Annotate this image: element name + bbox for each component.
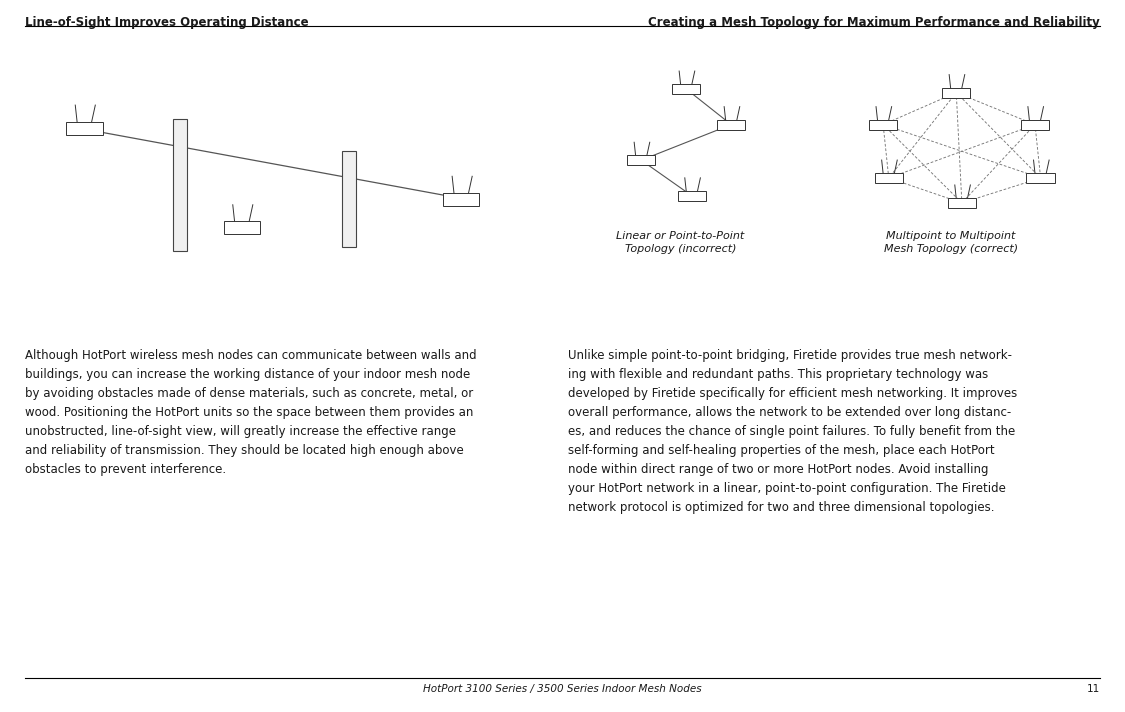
Bar: [942, 88, 971, 98]
Bar: [947, 198, 976, 208]
Bar: [443, 193, 479, 206]
Bar: [627, 155, 656, 165]
Bar: [342, 151, 356, 248]
Text: Creating a Mesh Topology for Maximum Performance and Reliability: Creating a Mesh Topology for Maximum Per…: [648, 16, 1100, 28]
Bar: [672, 84, 701, 94]
Text: Linear or Point-to-Point
Topology (incorrect): Linear or Point-to-Point Topology (incor…: [616, 231, 745, 254]
Bar: [1020, 120, 1050, 130]
Text: Although HotPort wireless mesh nodes can communicate between walls and
buildings: Although HotPort wireless mesh nodes can…: [25, 349, 476, 476]
Bar: [874, 173, 903, 183]
Text: HotPort 3100 Series / 3500 Series Indoor Mesh Nodes: HotPort 3100 Series / 3500 Series Indoor…: [423, 684, 702, 693]
Text: Unlike simple point-to-point bridging, Firetide provides true mesh network-
ing : Unlike simple point-to-point bridging, F…: [568, 349, 1017, 514]
Bar: [224, 221, 260, 234]
Bar: [66, 122, 102, 135]
Bar: [677, 191, 706, 201]
Bar: [1026, 173, 1055, 183]
Text: Multipoint to Multipoint
Mesh Topology (correct): Multipoint to Multipoint Mesh Topology (…: [883, 231, 1018, 254]
Bar: [868, 120, 898, 130]
Bar: [173, 119, 187, 251]
Bar: [717, 120, 746, 130]
Text: Line-of-Sight Improves Operating Distance: Line-of-Sight Improves Operating Distanc…: [25, 16, 308, 28]
Text: 11: 11: [1087, 684, 1100, 693]
